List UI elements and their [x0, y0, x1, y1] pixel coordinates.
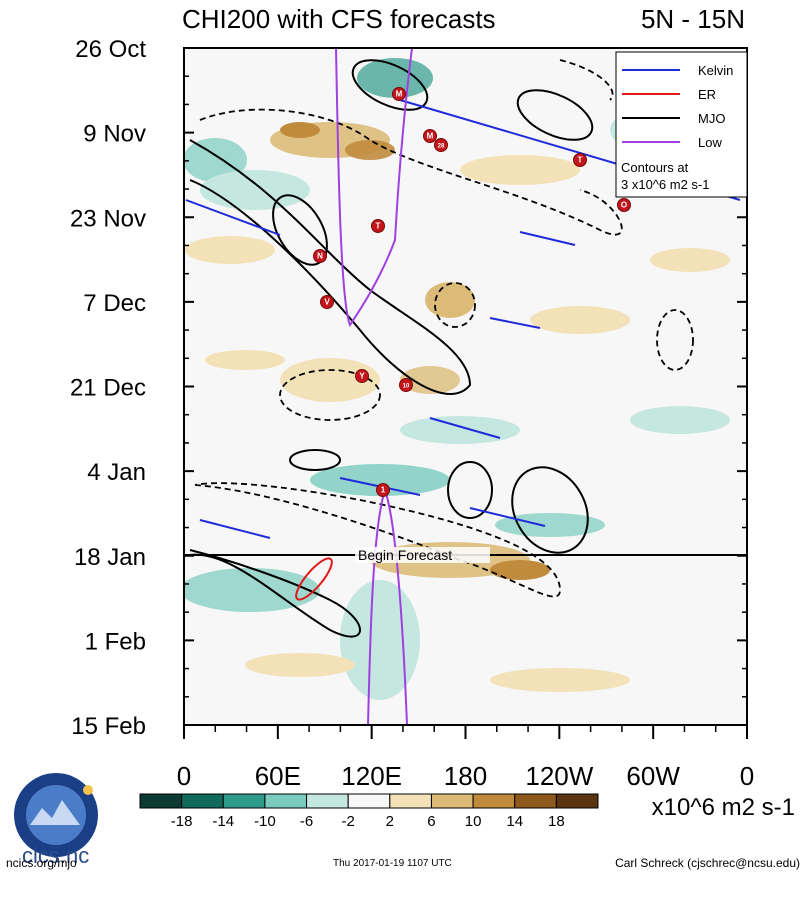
y-tick-label: 1 Feb	[85, 628, 146, 655]
storm-marker	[376, 483, 390, 497]
x-tick-label: 180	[444, 761, 487, 791]
logo-wordmark: cics.nc	[22, 843, 90, 868]
x-tick-label: 60W	[626, 761, 680, 791]
storm-marker	[423, 129, 437, 143]
colorbar-swatch	[347, 793, 391, 809]
legend-label-mjo: MJO	[698, 111, 725, 126]
legend-label-kelvin: Kelvin	[698, 63, 733, 78]
y-tick-label: 7 Dec	[83, 290, 146, 317]
storm-markers: M M 28 T O T N V Y 10 1	[313, 87, 631, 497]
x-tick-label: 120E	[341, 761, 402, 791]
storm-marker-label: 28	[438, 144, 445, 150]
colorbar-label: -6	[300, 813, 313, 830]
legend: Kelvin ER MJO Low Contours at 3 x10^6 m2 s-…	[615, 51, 748, 198]
colorbar-swatch	[514, 793, 557, 809]
footer-timestamp: Thu 2017-01-19 1107 UTC	[333, 858, 452, 869]
x-tick-label: 60E	[255, 761, 301, 791]
storm-marker-label: Y	[359, 372, 365, 381]
chart-title: CHI200 with CFS forecasts	[182, 4, 496, 34]
storm-marker-label: M	[396, 90, 403, 99]
footer-author: Carl Schreck (cjschrec@ncsu.edu)	[615, 856, 800, 870]
colorbar-label: -2	[342, 813, 355, 830]
colorbar-label: 6	[427, 813, 435, 830]
y-tick-label: 15 Feb	[71, 713, 146, 740]
storm-marker	[371, 219, 385, 233]
colorbar-swatch	[181, 793, 224, 809]
colorbar-swatch	[430, 793, 474, 809]
storm-marker	[573, 153, 587, 167]
storm-marker	[313, 249, 327, 263]
y-tick-label: 21 Dec	[70, 375, 146, 402]
x-axis: 0 60E 120E 180 120W 60W 0	[177, 725, 754, 791]
y-tick-label: 4 Jan	[87, 459, 146, 486]
colorbar-label: -14	[212, 813, 234, 830]
colorbar-label: -10	[254, 813, 276, 830]
cics-logo	[14, 773, 98, 857]
colorbar-swatch	[139, 793, 183, 809]
colorbar-swatch	[472, 793, 516, 809]
storm-marker-label: 10	[403, 384, 410, 390]
colorbar-swatch	[555, 793, 599, 809]
forecast-label: Begin Forecast	[358, 547, 452, 563]
storm-marker-label: T	[376, 222, 381, 231]
storm-marker-label: M	[427, 132, 434, 141]
storm-marker-label: O	[621, 201, 627, 210]
colorbar-label: 10	[465, 813, 482, 830]
y-tick-label: 18 Jan	[74, 544, 146, 571]
colorbar: -18 -14 -10 -6 -2 2 6 10 14 18	[139, 793, 599, 830]
logo-mountains-icon	[30, 800, 80, 825]
storm-marker-label: 1	[381, 486, 386, 495]
footer-site-link[interactable]: ncics.org/mjo	[6, 856, 77, 870]
colorbar-label: 18	[548, 813, 565, 830]
y-tick-label: 9 Nov	[83, 121, 146, 148]
x-tick-label: 120W	[525, 761, 593, 791]
colorbar-swatch	[222, 793, 266, 809]
latitude-band-label: 5N - 15N	[641, 4, 745, 34]
colorbar-units: x10^6 m2 s-1	[652, 794, 795, 821]
y-axis: 26 Oct 9 Nov 23 Nov 7 Dec 21 Dec 4 Jan 18 Jan 1…	[70, 36, 747, 740]
storm-marker	[434, 138, 448, 152]
storm-marker-label: V	[324, 298, 330, 307]
storm-marker-label: T	[578, 156, 583, 165]
storm-marker	[399, 378, 413, 392]
y-tick-label: 23 Nov	[70, 205, 146, 232]
legend-box	[615, 51, 748, 198]
logo-sun-icon	[83, 785, 93, 795]
legend-note-2: 3 x10^6 m2 s-1	[621, 177, 709, 192]
forecast-label-bg	[355, 547, 490, 563]
storm-marker	[355, 369, 369, 383]
storm-marker-label: N	[317, 252, 323, 261]
colorbar-swatch	[306, 793, 349, 809]
colorbar-swatch	[389, 793, 432, 809]
storm-marker	[320, 295, 334, 309]
y-tick-label: 26 Oct	[75, 36, 146, 63]
legend-label-low: Low	[698, 135, 722, 150]
storm-marker	[617, 198, 631, 212]
legend-note-1: Contours at	[621, 160, 689, 175]
x-tick-label: 0	[177, 761, 191, 791]
storm-marker	[392, 87, 406, 101]
colorbar-swatch	[264, 793, 308, 809]
colorbar-label: -18	[171, 813, 193, 830]
x-tick-label: 0	[740, 761, 754, 791]
legend-label-er: ER	[698, 87, 716, 102]
colorbar-label: 14	[506, 813, 523, 830]
colorbar-label: 2	[386, 813, 394, 830]
